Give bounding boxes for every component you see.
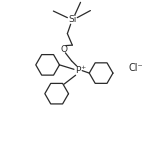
Text: Cl⁻: Cl⁻ xyxy=(128,63,143,73)
Text: P: P xyxy=(75,66,81,75)
Text: O: O xyxy=(61,45,68,54)
Text: +: + xyxy=(80,65,85,70)
Text: Si: Si xyxy=(68,15,77,24)
